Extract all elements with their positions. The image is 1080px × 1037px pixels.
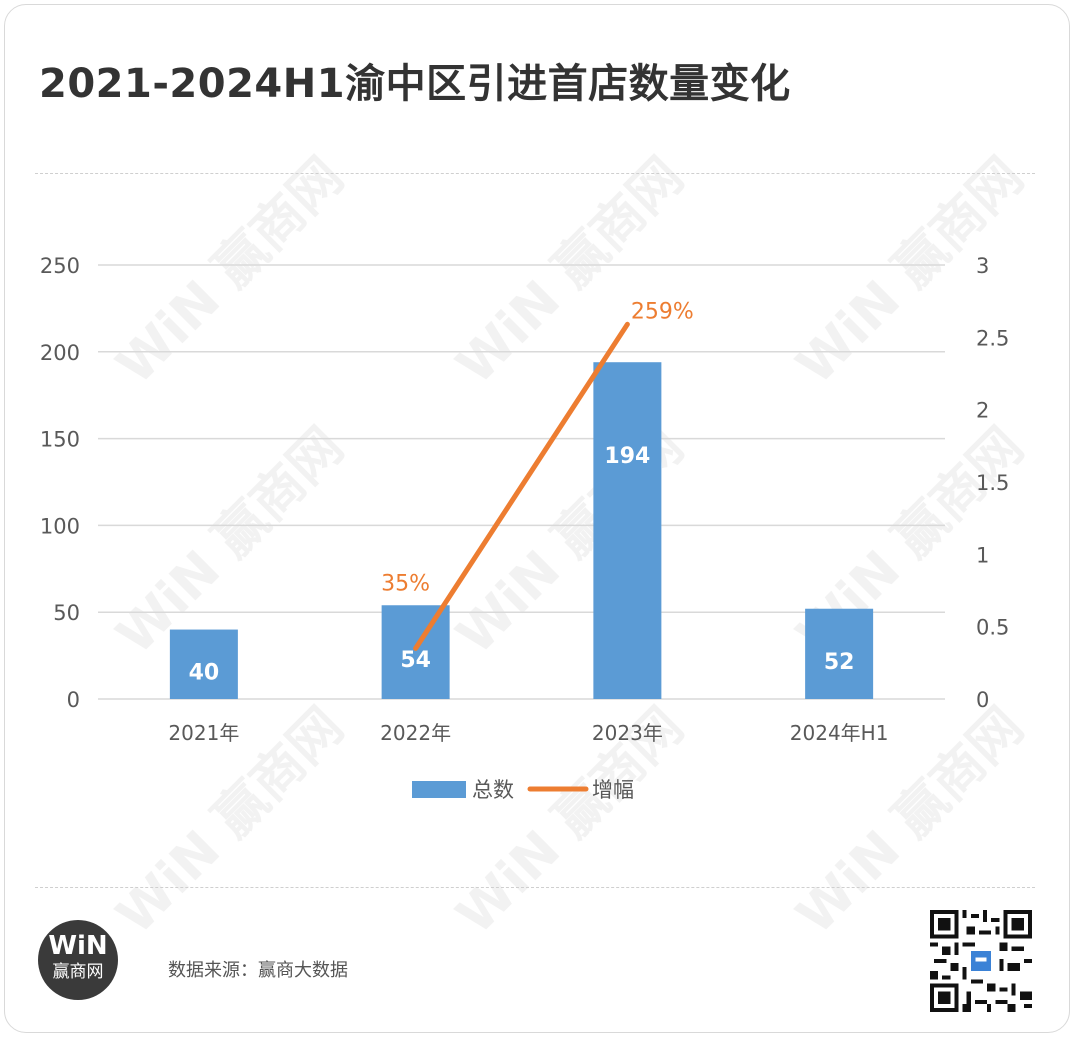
line-series-增幅 — [413, 321, 630, 651]
y-left-tick-label: 100 — [40, 514, 80, 538]
top-divider — [35, 173, 1035, 174]
legend-bar-label: 总数 — [472, 778, 514, 802]
y-left-tick-label: 0 — [67, 688, 80, 712]
y-left-tick-label: 250 — [40, 254, 80, 278]
y-right-tick-label: 1 — [976, 543, 989, 567]
logo-name: 赢商网 — [52, 962, 104, 982]
y-right-tick-label: 0 — [976, 688, 989, 712]
bar-2021年 — [169, 629, 238, 699]
x-tick-label: 2022年 — [380, 721, 451, 745]
bar-data-label: 54 — [400, 648, 431, 673]
y-right-tick-label: 1.5 — [976, 471, 1009, 495]
brand-logo: WiN 赢商网 — [38, 920, 118, 1000]
bar-2024年H1 — [805, 608, 874, 699]
bar-2023年 — [593, 362, 662, 699]
y-left-tick-label: 50 — [53, 601, 80, 625]
x-tick-label: 2023年 — [592, 721, 663, 745]
line-data-label: 259% — [631, 299, 694, 324]
y-right-tick-label: 2.5 — [976, 326, 1009, 350]
x-tick-label: 2021年 — [168, 721, 239, 745]
y-right-tick-label: 2 — [976, 399, 989, 423]
chart-card: 2021-2024H1渝中区引进首店数量变化 — [4, 4, 1070, 1033]
logo-mark: WiN — [48, 931, 108, 961]
y-right-tick-label: 0.5 — [976, 616, 1009, 640]
line-data-label: 35% — [381, 571, 430, 596]
y-left-tick-label: 200 — [40, 341, 80, 365]
data-source: 数据来源：赢商大数据 — [168, 960, 348, 981]
bar-data-label: 194 — [604, 444, 650, 469]
bar-data-label: 52 — [824, 650, 855, 675]
x-tick-label: 2024年H1 — [790, 721, 889, 745]
legend-line-label: 增幅 — [592, 778, 634, 802]
legend-bar-swatch — [412, 781, 466, 798]
y-right-tick-label: 3 — [976, 254, 989, 278]
qr-code — [930, 910, 1032, 1012]
bar-2022年 — [381, 605, 450, 699]
bottom-divider — [35, 887, 1035, 888]
y-left-tick-label: 150 — [40, 428, 80, 452]
bar-data-label: 40 — [189, 660, 220, 685]
chart-title: 2021-2024H1渝中区引进首店数量变化 — [39, 61, 791, 107]
